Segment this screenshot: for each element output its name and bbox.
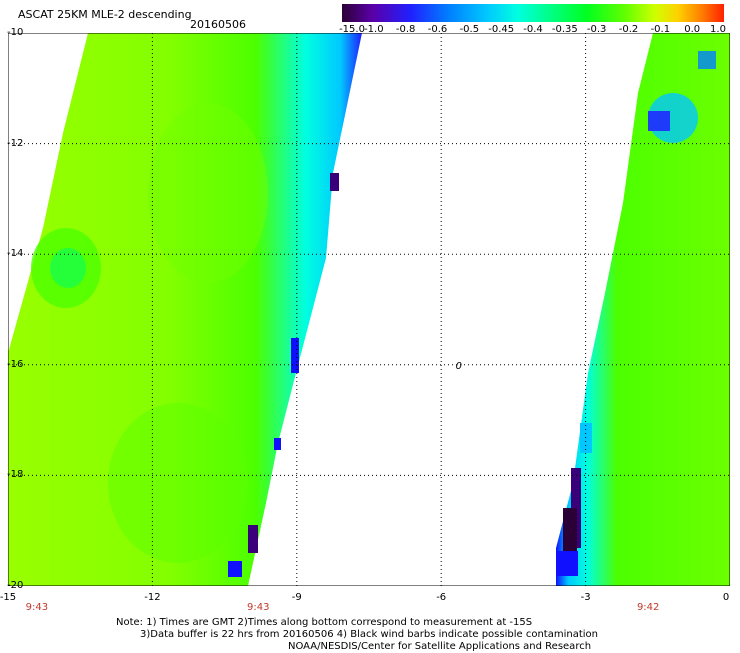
lat-label-2: -14	[7, 248, 24, 260]
position-marker: 0	[456, 361, 462, 372]
colorbar-label-12: 1.0	[710, 24, 726, 35]
colorbar	[342, 4, 724, 22]
lon-label-5: 0	[722, 592, 730, 603]
graticule	[8, 33, 730, 586]
map-date: 20160506	[190, 18, 246, 31]
colorbar-gradient	[342, 4, 724, 22]
swath-time-0: 9:43	[25, 602, 49, 613]
lon-label-0: -15	[0, 592, 17, 603]
lat-label-1: -12	[7, 137, 24, 149]
swath-time-1: 9:43	[247, 602, 270, 613]
swath-time-2: 9:42	[636, 602, 660, 613]
colorbar-label-2: -0.8	[395, 24, 416, 35]
footnotes: Note: 1) Times are GMT 2)Times along bot…	[116, 617, 598, 653]
lat-label-4: -18	[7, 469, 24, 481]
right-swath	[556, 33, 730, 586]
lon-label-4: -3	[580, 592, 591, 603]
lat-label-0: -10	[7, 27, 24, 38]
lat-label-5: -20	[7, 580, 24, 591]
left-swath	[8, 33, 362, 586]
colorbar-label-3: -0.6	[427, 24, 448, 35]
lon-label-3: -6	[436, 592, 447, 603]
colorbar-label-1: -1.0	[364, 24, 384, 35]
colorbar-label-5: -0.45	[488, 24, 515, 35]
note-line-1: Note: 1) Times are GMT 2)Times along bot…	[116, 617, 533, 628]
colorbar-label-4: -0.5	[459, 24, 480, 35]
colorbar-label-9: -0.2	[618, 24, 639, 35]
note-line-2: 3)Data buffer is 22 hrs from 20160506 4)…	[140, 629, 598, 640]
lon-label-1: -12	[144, 592, 161, 603]
colorbar-label-11: 0.0	[684, 24, 701, 35]
lat-label-3: -16	[7, 358, 24, 370]
map-plot: 0	[8, 33, 730, 586]
lon-label-2: -9	[291, 592, 302, 603]
colorbar-label-6: -0.4	[523, 24, 543, 35]
map-title: ASCAT 25KM MLE-2 descending	[18, 8, 192, 21]
colorbar-label-10: -0.1	[650, 24, 671, 35]
colorbar-label-8: -0.3	[586, 24, 607, 35]
colorbar-label-7: -0.35	[551, 24, 578, 35]
note-line-3: NOAA/NESDIS/Center for Satellite Applica…	[288, 641, 592, 652]
colorbar-label-0: -15.0	[339, 24, 365, 35]
